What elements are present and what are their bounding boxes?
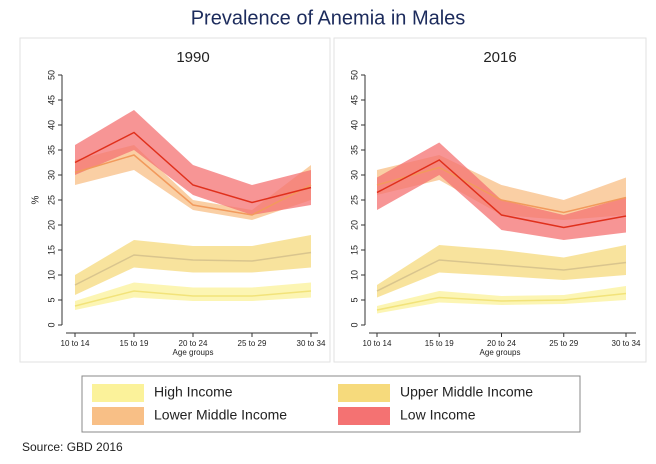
x-tick-label: 20 to 24 (487, 339, 516, 348)
figure-title: Prevalence of Anemia in Males (191, 7, 466, 29)
y-tick-label: 45 (46, 95, 56, 105)
legend-swatch (338, 407, 390, 425)
panel-title: 1990 (176, 49, 209, 66)
y-tick-label: 0 (46, 322, 56, 327)
x-tick-label: 30 to 34 (612, 339, 641, 348)
confidence-band (75, 235, 311, 295)
y-tick-label: 40 (349, 120, 359, 130)
series-line (376, 259, 627, 292)
series-line (376, 292, 627, 311)
y-tick-label: 20 (46, 220, 56, 230)
series-line (74, 251, 312, 286)
x-tick-label: 15 to 19 (425, 339, 454, 348)
y-tick-label: 25 (349, 195, 359, 205)
y-tick-label: 35 (349, 145, 359, 155)
x-tick-label: 25 to 29 (238, 339, 267, 348)
y-tick-label: 15 (349, 245, 359, 255)
y-tick-label: 50 (349, 70, 359, 80)
x-tick-label: 10 to 14 (61, 339, 90, 348)
y-tick-label: 20 (349, 220, 359, 230)
series-line (376, 166, 627, 214)
y-tick-label: 25 (46, 195, 56, 205)
y-tick-label: 10 (46, 270, 56, 280)
y-axis-label: % (31, 195, 42, 204)
x-axis-label: Age groups (480, 348, 521, 357)
source: Source: GBD 2016 (22, 440, 123, 454)
x-tick-label: 10 to 14 (363, 339, 392, 348)
y-tick-label: 0 (349, 322, 359, 327)
legend-swatch (92, 384, 144, 402)
x-tick-label: 25 to 29 (549, 339, 578, 348)
confidence-band (377, 286, 626, 314)
series-line (74, 290, 312, 307)
y-tick-label: 15 (46, 245, 56, 255)
confidence-band (75, 145, 311, 220)
y-tick-label: 45 (349, 95, 359, 105)
y-tick-label: 10 (349, 270, 359, 280)
legend-label: Low Income (400, 407, 476, 423)
y-tick-label: 50 (46, 70, 56, 80)
legend-swatch (92, 407, 144, 425)
y-tick-label: 30 (46, 170, 56, 180)
x-tick-label: 20 to 24 (179, 339, 208, 348)
x-tick-label: 30 to 34 (297, 339, 326, 348)
y-tick-label: 30 (349, 170, 359, 180)
series-line (74, 154, 312, 216)
legend-swatch (338, 384, 390, 402)
series-line (74, 131, 312, 204)
series-line (376, 159, 627, 229)
legend-box (81, 375, 581, 433)
panel-title: 2016 (483, 49, 516, 66)
confidence-band (377, 245, 626, 298)
x-axis-label: Age groups (173, 348, 214, 357)
legend-label: Upper Middle Income (400, 384, 533, 400)
confidence-band (75, 110, 311, 215)
y-tick-label: 5 (349, 297, 359, 302)
legend-label: High Income (154, 384, 233, 400)
y-tick-label: 5 (46, 297, 56, 302)
y-tick-label: 35 (46, 145, 56, 155)
x-tick-label: 15 to 19 (120, 339, 149, 348)
legend-label: Lower Middle Income (154, 407, 287, 423)
y-tick-label: 40 (46, 120, 56, 130)
